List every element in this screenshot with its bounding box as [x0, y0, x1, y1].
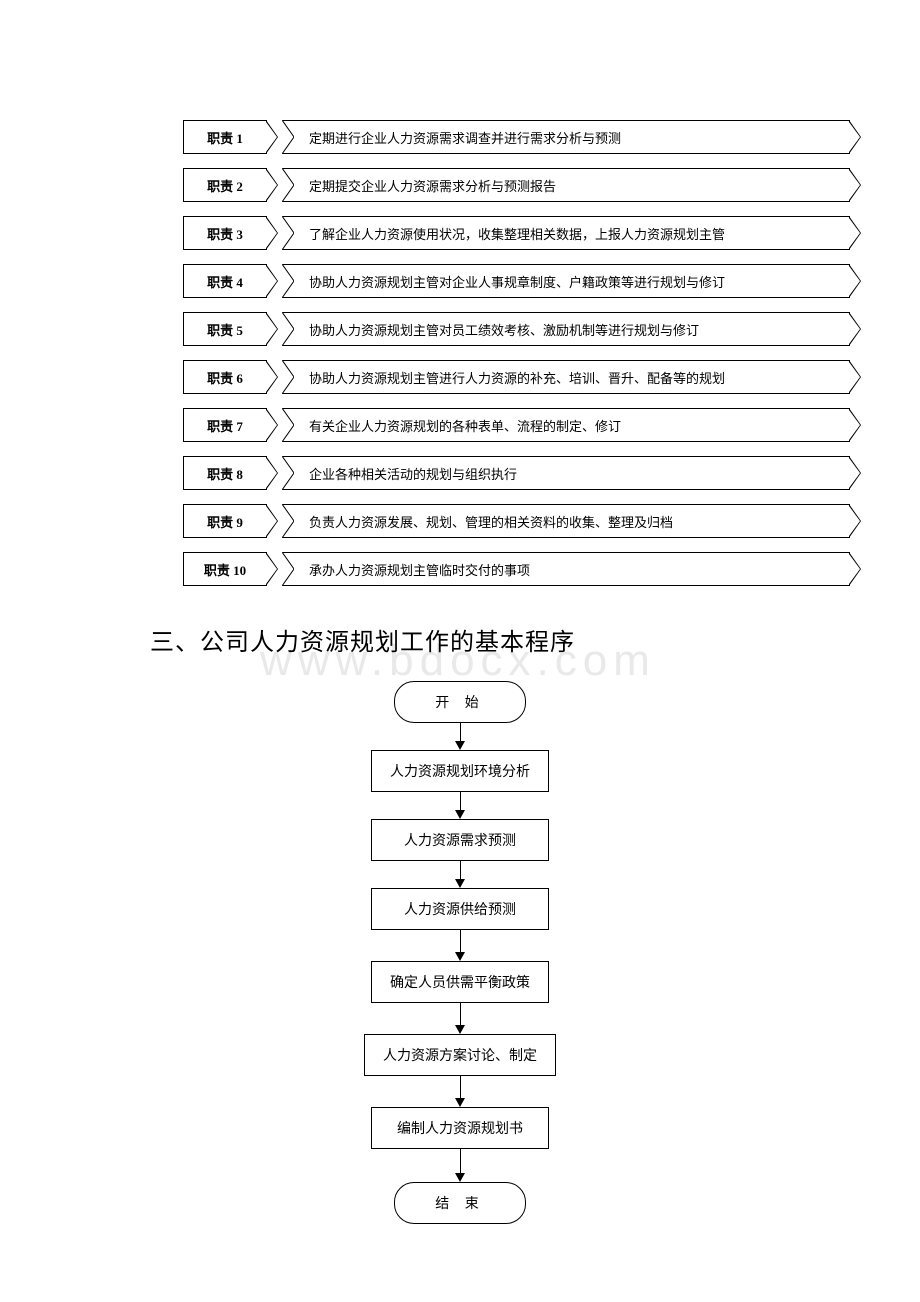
flow-node-p5: 人力资源方案讨论、制定: [364, 1034, 556, 1076]
flow-node-p1: 人力资源规划环境分析: [371, 750, 549, 792]
duty-desc: 了解企业人力资源使用状况，收集整理相关数据，上报人力资源规划主管: [283, 216, 850, 250]
duty-desc-text: 了解企业人力资源使用状况，收集整理相关数据，上报人力资源规划主管: [309, 224, 725, 243]
flow-node-p4: 确定人员供需平衡政策: [371, 961, 549, 1003]
flow-arrow: [455, 723, 465, 750]
duty-desc: 协助人力资源规划主管进行人力资源的补充、培训、晋升、配备等的规划: [283, 360, 850, 394]
duty-desc-text: 定期进行企业人力资源需求调查并进行需求分析与预测: [309, 128, 621, 147]
duty-desc-text: 定期提交企业人力资源需求分析与预测报告: [309, 176, 556, 195]
duty-desc-text: 承办人力资源规划主管临时交付的事项: [309, 560, 530, 579]
duty-desc-text: 协助人力资源规划主管对企业人事规章制度、户籍政策等进行规划与修订: [309, 272, 725, 291]
duty-row: 职责 6 协助人力资源规划主管进行人力资源的补充、培训、晋升、配备等的规划: [183, 360, 850, 394]
duty-row: 职责 10 承办人力资源规划主管临时交付的事项: [183, 552, 850, 586]
duty-row: 职责 1 定期进行企业人力资源需求调查并进行需求分析与预测: [183, 120, 850, 154]
duty-desc-text: 负责人力资源发展、规划、管理的相关资料的收集、整理及归档: [309, 512, 673, 531]
duty-label: 职责 9: [183, 504, 267, 538]
duty-desc: 企业各种相关活动的规划与组织执行: [283, 456, 850, 490]
duty-desc: 定期提交企业人力资源需求分析与预测报告: [283, 168, 850, 202]
duty-row: 职责 9 负责人力资源发展、规划、管理的相关资料的收集、整理及归档: [183, 504, 850, 538]
duty-row: 职责 4 协助人力资源规划主管对企业人事规章制度、户籍政策等进行规划与修订: [183, 264, 850, 298]
duty-label: 职责 7: [183, 408, 267, 442]
flow-node-end: 结 束: [394, 1182, 526, 1224]
duties-list: 职责 1 定期进行企业人力资源需求调查并进行需求分析与预测职责 2 定期提交企业人力…: [0, 120, 920, 586]
duty-label: 职责 8: [183, 456, 267, 490]
duty-desc: 有关企业人力资源规划的各种表单、流程的制定、修订: [283, 408, 850, 442]
duty-row: 职责 5 协助人力资源规划主管对员工绩效考核、激励机制等进行规划与修订: [183, 312, 850, 346]
flow-node-p3: 人力资源供给预测: [371, 888, 549, 930]
duty-label: 职责 2: [183, 168, 267, 202]
duty-label: 职责 4: [183, 264, 267, 298]
duty-desc-text: 协助人力资源规划主管进行人力资源的补充、培训、晋升、配备等的规划: [309, 368, 725, 387]
section-heading: 三、公司人力资源规划工作的基本程序: [150, 622, 920, 657]
duty-row: 职责 7 有关企业人力资源规划的各种表单、流程的制定、修订: [183, 408, 850, 442]
flow-node-p6: 编制人力资源规划书: [371, 1107, 549, 1149]
duty-desc-text: 有关企业人力资源规划的各种表单、流程的制定、修订: [309, 416, 621, 435]
duty-desc: 协助人力资源规划主管对企业人事规章制度、户籍政策等进行规划与修订: [283, 264, 850, 298]
duty-row: 职责 8 企业各种相关活动的规划与组织执行: [183, 456, 850, 490]
duty-desc-text: 企业各种相关活动的规划与组织执行: [309, 464, 517, 483]
flow-arrow: [455, 861, 465, 888]
duty-label: 职责 6: [183, 360, 267, 394]
flow-arrow: [455, 1003, 465, 1034]
flow-arrow: [455, 1149, 465, 1182]
flow-arrow: [455, 792, 465, 819]
duty-row: 职责 2 定期提交企业人力资源需求分析与预测报告: [183, 168, 850, 202]
flow-arrow: [455, 1076, 465, 1107]
duty-desc: 协助人力资源规划主管对员工绩效考核、激励机制等进行规划与修订: [283, 312, 850, 346]
flow-node-p2: 人力资源需求预测: [371, 819, 549, 861]
flowchart: 开 始人力资源规划环境分析人力资源需求预测人力资源供给预测确定人员供需平衡政策人…: [330, 681, 590, 1224]
page: www.bdocx.com 职责 1定期进行企业人力资源需求调查并进行需求分析与…: [0, 0, 920, 1224]
duty-label: 职责 10: [183, 552, 267, 586]
duty-desc: 负责人力资源发展、规划、管理的相关资料的收集、整理及归档: [283, 504, 850, 538]
duty-label: 职责 3: [183, 216, 267, 250]
duty-label: 职责 1: [183, 120, 267, 154]
duty-desc: 定期进行企业人力资源需求调查并进行需求分析与预测: [283, 120, 850, 154]
duty-desc: 承办人力资源规划主管临时交付的事项: [283, 552, 850, 586]
flow-node-start: 开 始: [394, 681, 526, 723]
duty-label: 职责 5: [183, 312, 267, 346]
duty-row: 职责 3 了解企业人力资源使用状况，收集整理相关数据，上报人力资源规划主管: [183, 216, 850, 250]
flow-arrow: [455, 930, 465, 961]
section-heading-text: 三、公司人力资源规划工作的基本程序: [150, 630, 575, 656]
duty-desc-text: 协助人力资源规划主管对员工绩效考核、激励机制等进行规划与修订: [309, 320, 699, 339]
